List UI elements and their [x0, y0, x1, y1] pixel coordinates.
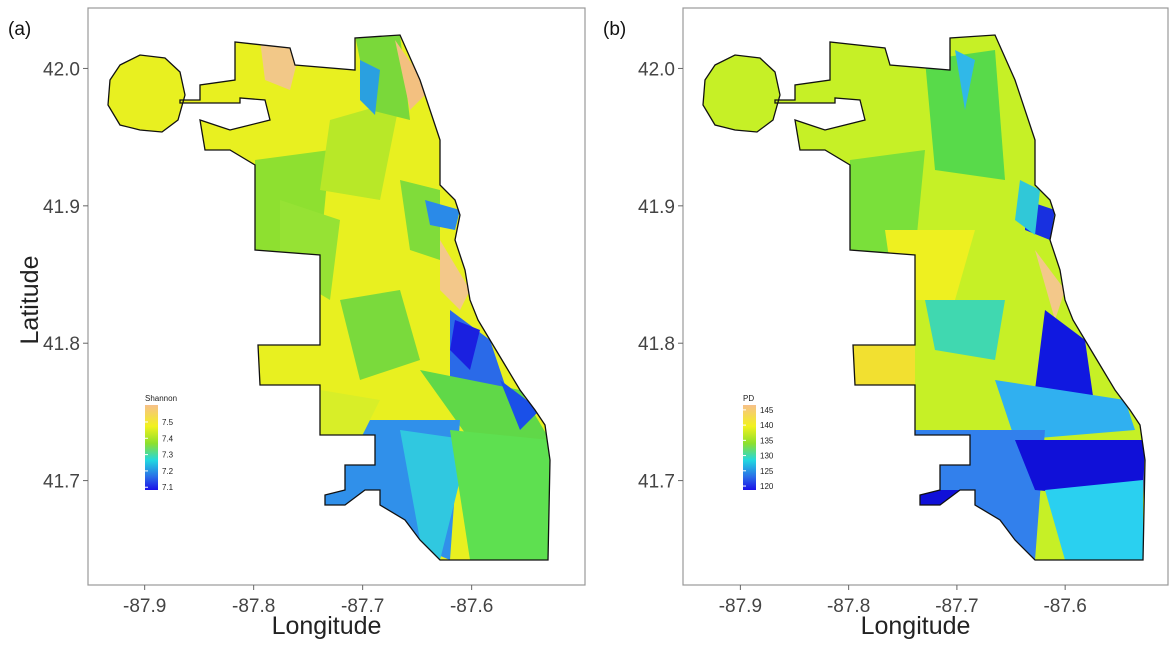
x-tick-label: -87.9	[123, 596, 166, 617]
y-tick-label: 41.7	[43, 472, 80, 493]
legend-title: PD	[743, 394, 754, 403]
x-axis-title: Longitude	[272, 612, 382, 640]
y-tick-label: 42.0	[43, 59, 80, 80]
y-tick-label: 41.8	[43, 334, 80, 355]
legend-colorbar	[743, 405, 756, 490]
legend-tick-label: 130	[760, 452, 774, 461]
plot-frame	[682, 7, 1169, 586]
legend-title: Shannon	[145, 394, 177, 403]
panel-label: (a)	[8, 19, 31, 40]
legend-tick-label: 120	[760, 482, 774, 491]
legend-tick-label: 140	[760, 421, 774, 430]
legend-tick-label: 145	[760, 406, 774, 415]
y-tick-label: 41.9	[43, 197, 80, 218]
legend-tick-label: 7.2	[162, 467, 174, 476]
x-tick-label: -87.8	[827, 596, 870, 617]
x-tick-label: -87.6	[1043, 596, 1086, 617]
legend-tick-label: 125	[760, 467, 774, 476]
legend-tick-label: 7.1	[162, 483, 174, 492]
x-tick-label: -87.7	[341, 596, 384, 617]
y-tick-label: 42.0	[638, 59, 675, 80]
y-tick-label: 41.9	[638, 197, 675, 218]
panel-label: (b)	[603, 19, 626, 40]
x-tick-label: -87.6	[450, 596, 493, 617]
legend-colorbar	[145, 405, 158, 490]
legend-tick-label: 7.3	[162, 451, 174, 460]
x-tick-label: -87.8	[232, 596, 275, 617]
legend-tick-label: 7.4	[162, 434, 174, 443]
legend-tick-label: 7.5	[162, 418, 174, 427]
plot-frame	[87, 7, 586, 586]
y-tick-label: 41.7	[638, 472, 675, 493]
x-tick-label: -87.9	[719, 596, 762, 617]
x-axis-title: Longitude	[861, 612, 971, 640]
y-axis-title: Latitude	[16, 256, 44, 345]
x-tick-label: -87.7	[935, 596, 978, 617]
legend-tick-label: 135	[760, 436, 774, 445]
y-tick-label: 41.8	[638, 334, 675, 355]
